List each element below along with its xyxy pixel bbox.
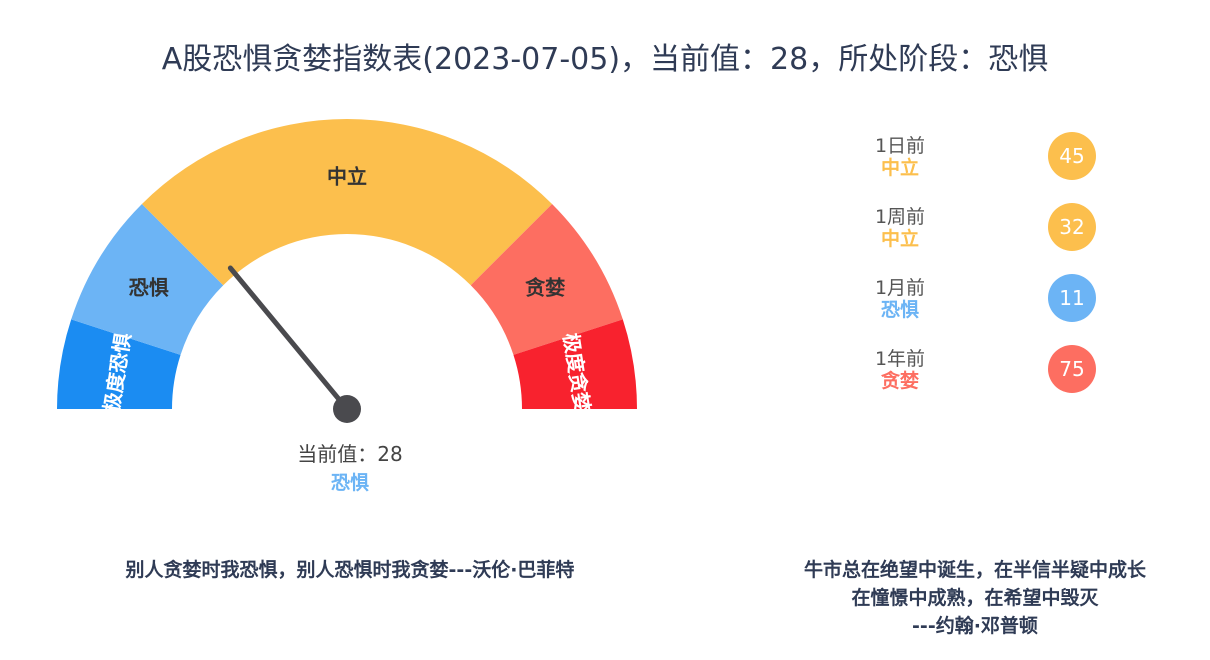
templeton-quote: 牛市总在绝望中诞生，在半信半疑中成长 在憧憬中成熟，在希望中毁灭 ---约翰·邓… xyxy=(760,556,1190,640)
history-labels: 1年前 贪婪 xyxy=(850,348,950,393)
chart-title: A股恐惧贪婪指数表(2023-07-05)，当前值：28，所处阶段：恐惧 xyxy=(161,42,1049,77)
history-labels: 1周前 中立 xyxy=(850,206,950,251)
quote-line: 牛市总在绝望中诞生，在半信半疑中成长 xyxy=(803,559,1146,581)
gauge-segment-0 xyxy=(57,319,181,409)
history-row-1m: 1月前 恐惧 11 xyxy=(850,270,1130,341)
current-value-caption: 当前值：28 恐惧 xyxy=(250,438,450,495)
gauge-segment-label: 中立 xyxy=(327,165,367,189)
history-value-badge: 75 xyxy=(1048,345,1096,393)
history-period: 1周前 xyxy=(874,206,926,228)
quote-line: ---约翰·邓普顿 xyxy=(912,615,1038,637)
history-stage: 贪婪 xyxy=(880,370,919,392)
history-value-badge: 11 xyxy=(1048,274,1096,322)
current-stage-label: 恐惧 xyxy=(330,472,369,494)
gauge-segment-3 xyxy=(470,203,623,355)
history-labels: 1月前 恐惧 xyxy=(850,277,950,322)
history-row-1y: 1年前 贪婪 75 xyxy=(850,341,1130,412)
gauge-segment-label: 恐惧 xyxy=(129,276,169,300)
history-panel: 1日前 中立 45 1周前 中立 32 1月前 恐惧 11 1年前 贪婪 75 xyxy=(850,128,1130,412)
current-value-label: 当前值：28 xyxy=(297,442,403,466)
history-stage: 恐惧 xyxy=(880,299,919,321)
history-labels: 1日前 中立 xyxy=(850,135,950,180)
history-value-badge: 32 xyxy=(1048,203,1096,251)
gauge-segment-4 xyxy=(513,319,637,409)
history-period: 1年前 xyxy=(874,348,926,370)
buffett-quote: 别人贪婪时我恐惧，别人恐惧时我贪婪---沃伦·巴菲特 xyxy=(125,559,575,581)
gauge-segment-2 xyxy=(141,118,553,286)
history-stage: 中立 xyxy=(880,157,919,179)
gauge-needle-hub xyxy=(333,395,361,423)
history-row-1w: 1周前 中立 32 xyxy=(850,199,1130,270)
history-stage: 中立 xyxy=(880,228,919,250)
quote-line: 在憧憬中成熟，在希望中毁灭 xyxy=(851,587,1099,609)
history-value-badge: 45 xyxy=(1048,132,1096,180)
gauge-segment-label: 贪婪 xyxy=(525,276,565,300)
history-row-1d: 1日前 中立 45 xyxy=(850,128,1130,199)
gauge-needle xyxy=(227,265,350,412)
history-period: 1日前 xyxy=(874,135,926,157)
gauge-segment-1 xyxy=(71,203,224,355)
history-period: 1月前 xyxy=(874,277,926,299)
